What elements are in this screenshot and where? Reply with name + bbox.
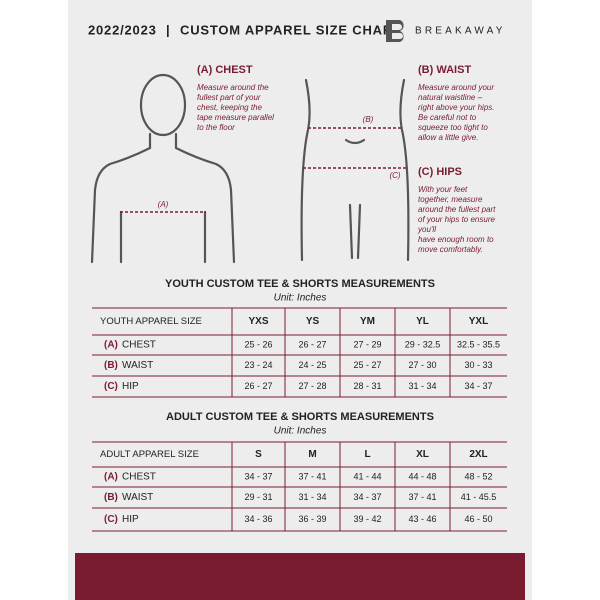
column-header: ADULT APPAREL SIZE xyxy=(100,449,199,460)
column-header: 2XL xyxy=(469,449,487,460)
row-label: WAIST xyxy=(122,360,153,371)
cell-value: 41 - 45.5 xyxy=(461,492,497,502)
title: CUSTOM APPAREL SIZE CHART xyxy=(180,22,402,37)
row-label: WAIST xyxy=(122,492,153,503)
column-header: M xyxy=(308,449,316,460)
table-unit: Unit: Inches xyxy=(274,426,327,437)
cell-value: 36 - 39 xyxy=(298,514,326,524)
column-header: XL xyxy=(416,449,429,460)
cell-value: 46 - 50 xyxy=(464,514,492,524)
measure-heading: (C) HIPS xyxy=(418,166,462,178)
cell-value: 32.5 - 35.5 xyxy=(457,339,500,349)
measure-text: tape measure parallel xyxy=(197,113,274,122)
table-unit: Unit: Inches xyxy=(274,293,327,304)
measure-text: right above your hips. xyxy=(418,103,495,112)
torso-figure xyxy=(90,73,236,264)
cell-value: 29 - 31 xyxy=(244,492,272,502)
measure-text: have enough room to xyxy=(418,235,494,244)
cell-value: 26 - 27 xyxy=(298,339,326,349)
cell-value: 24 - 25 xyxy=(298,360,326,370)
cell-value: 43 - 46 xyxy=(408,514,436,524)
cell-value: 30 - 33 xyxy=(464,360,492,370)
cell-value: 48 - 52 xyxy=(464,471,492,481)
cell-value: 26 - 27 xyxy=(244,381,272,391)
cell-value: 27 - 30 xyxy=(408,360,436,370)
season: 2022/2023 xyxy=(88,22,157,37)
cell-value: 31 - 34 xyxy=(408,381,436,391)
waist-figure xyxy=(300,78,410,262)
row-marker: (A) xyxy=(104,340,118,351)
row-marker: (C) xyxy=(104,514,118,525)
column-header: YXL xyxy=(469,316,488,327)
measure-heading: (B) WAIST xyxy=(418,64,471,76)
column-header: S xyxy=(255,449,262,460)
brand: BREAKAWAY xyxy=(415,26,506,37)
cell-value: 44 - 48 xyxy=(408,471,436,481)
cell-value: 28 - 31 xyxy=(353,381,381,391)
row-marker: (B) xyxy=(104,492,118,503)
row-label: CHEST xyxy=(122,340,156,351)
cell-value: 34 - 37 xyxy=(244,471,272,481)
row-marker: (C) xyxy=(104,381,118,392)
measure-heading: (A) CHEST xyxy=(197,64,253,76)
cell-value: 34 - 37 xyxy=(353,492,381,502)
measure-text: squeeze too tight to xyxy=(418,123,488,132)
cell-value: 23 - 24 xyxy=(244,360,272,370)
cell-value: 31 - 34 xyxy=(298,492,326,502)
column-header: YOUTH APPAREL SIZE xyxy=(100,316,202,327)
chest-marker: (A) xyxy=(158,200,169,209)
cell-value: 34 - 37 xyxy=(464,381,492,391)
table-title: YOUTH CUSTOM TEE & SHORTS MEASUREMENTS xyxy=(165,278,435,290)
measure-text: together, measure xyxy=(418,195,483,204)
cell-value: 25 - 26 xyxy=(244,339,272,349)
row-label: HIP xyxy=(122,514,139,525)
cell-value: 25 - 27 xyxy=(353,360,381,370)
measure-text: allow a little give. xyxy=(418,133,478,142)
footer-band xyxy=(75,553,525,600)
row-marker: (B) xyxy=(104,360,118,371)
measure-text: chest, keeping the xyxy=(197,103,262,112)
column-header: YL xyxy=(416,316,429,327)
waist-marker: (B) xyxy=(363,115,374,124)
measure-text: move comfortably. xyxy=(418,245,483,254)
measure-text: Measure around the xyxy=(197,83,269,92)
separator: | xyxy=(166,22,170,37)
column-header: YS xyxy=(306,316,320,327)
logo xyxy=(386,20,404,42)
table-title: ADULT CUSTOM TEE & SHORTS MEASUREMENTS xyxy=(166,411,434,423)
cell-value: 29 - 32.5 xyxy=(405,339,441,349)
cell-value: 41 - 44 xyxy=(353,471,381,481)
measure-text: around the fullest part xyxy=(418,205,496,214)
measure-text: Be careful not to xyxy=(418,113,477,122)
measure-text: natural waistline – xyxy=(418,93,483,102)
cell-value: 34 - 36 xyxy=(244,514,272,524)
sheet xyxy=(68,0,532,600)
measure-text: With your feet xyxy=(418,185,468,194)
hips-marker: (C) xyxy=(389,171,400,180)
cell-value: 37 - 41 xyxy=(298,471,326,481)
row-label: HIP xyxy=(122,381,139,392)
cell-value: 27 - 29 xyxy=(353,339,381,349)
measure-text: Measure around your xyxy=(418,83,494,92)
row-marker: (A) xyxy=(104,472,118,483)
row-label: CHEST xyxy=(122,472,156,483)
measure-text: fullest part of your xyxy=(197,93,261,102)
cell-value: 39 - 42 xyxy=(353,514,381,524)
column-header: YM xyxy=(360,316,375,327)
measure-text: you'll xyxy=(417,225,436,234)
measure-text: of your hips to ensure xyxy=(418,215,495,224)
column-header: L xyxy=(364,449,370,460)
cell-value: 27 - 28 xyxy=(298,381,326,391)
cell-value: 37 - 41 xyxy=(408,492,436,502)
measure-text: to the floor xyxy=(197,123,235,132)
column-header: YXS xyxy=(248,316,268,327)
